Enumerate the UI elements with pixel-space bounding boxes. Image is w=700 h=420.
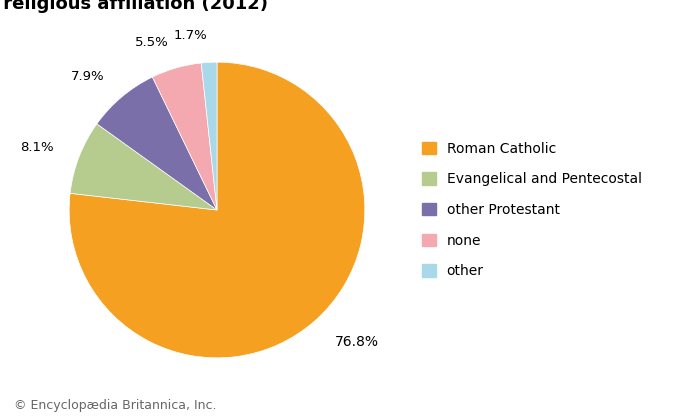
Text: © Encyclopædia Britannica, Inc.: © Encyclopædia Britannica, Inc. <box>14 399 216 412</box>
Wedge shape <box>70 124 217 210</box>
Text: 1.7%: 1.7% <box>174 29 208 42</box>
Wedge shape <box>201 62 217 210</box>
Text: 5.5%: 5.5% <box>135 36 169 49</box>
Legend: Roman Catholic, Evangelical and Pentecostal, other Protestant, none, other: Roman Catholic, Evangelical and Pentecos… <box>416 136 648 284</box>
Text: 7.9%: 7.9% <box>71 70 104 83</box>
Text: Bolivia religious affiliation (2012): Bolivia religious affiliation (2012) <box>0 0 267 13</box>
Wedge shape <box>153 63 217 210</box>
Text: 76.8%: 76.8% <box>335 335 379 349</box>
Text: 8.1%: 8.1% <box>20 141 54 154</box>
Wedge shape <box>97 77 217 210</box>
Wedge shape <box>69 62 365 358</box>
